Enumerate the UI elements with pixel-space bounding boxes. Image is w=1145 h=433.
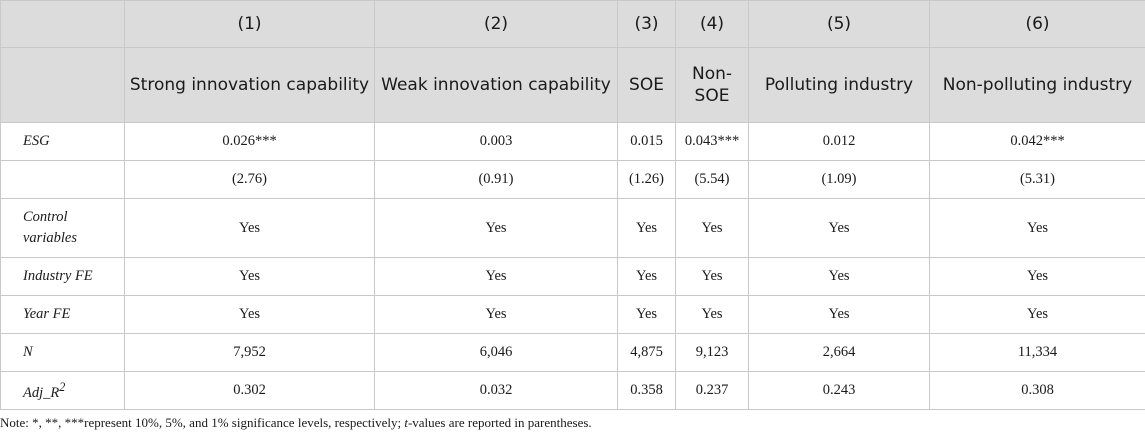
table-cell: 0.042*** — [929, 122, 1145, 161]
table-row-adj-r2: Adj_R2 0.302 0.032 0.358 0.237 0.243 0.3… — [0, 371, 1145, 410]
table-cell: Yes — [748, 198, 930, 258]
table-cell: (5.54) — [675, 160, 749, 199]
table-cell: (2.76) — [124, 160, 375, 199]
footnote-text-end: -values are reported in parentheses. — [407, 415, 592, 430]
footnote-text: Note: *, **, ***represent 10%, 5%, and 1… — [0, 415, 405, 430]
column-name-5: Polluting industry — [748, 47, 930, 123]
column-name-4: Non-SOE — [675, 47, 749, 123]
header-corner-cell — [0, 47, 125, 123]
header-row-numbers: (1) (2) (3) (4) (5) (6) — [0, 0, 1145, 48]
table-cell: 0.015 — [617, 122, 676, 161]
table-cell: Yes — [675, 257, 749, 296]
column-number-1: (1) — [124, 0, 375, 48]
column-number-4: (4) — [675, 0, 749, 48]
table-cell: 11,334 — [929, 333, 1145, 372]
adj-r2-label-superscript: 2 — [59, 380, 66, 395]
table-cell: 7,952 — [124, 333, 375, 372]
table-cell: 6,046 — [374, 333, 618, 372]
row-label-year-fe: Year FE — [0, 295, 125, 334]
column-name-3: SOE — [617, 47, 676, 123]
table-row-esg: ESG 0.026*** 0.003 0.015 0.043*** 0.012 … — [0, 122, 1145, 161]
table-cell: Yes — [617, 295, 676, 334]
table-cell: Yes — [748, 257, 930, 296]
table-row-year-fe: Year FE Yes Yes Yes Yes Yes Yes — [0, 295, 1145, 334]
table-cell: 0.237 — [675, 371, 749, 410]
table-cell: Yes — [124, 257, 375, 296]
row-label-adj-r2: Adj_R2 — [0, 371, 125, 410]
table-cell: 0.003 — [374, 122, 618, 161]
table-cell: Yes — [748, 295, 930, 334]
row-label-esg: ESG — [0, 122, 125, 161]
column-number-5: (5) — [748, 0, 930, 48]
row-label-industry-fe: Industry FE — [0, 257, 125, 296]
table-cell: Yes — [929, 295, 1145, 334]
table-cell: 0.302 — [124, 371, 375, 410]
table-row-n: N 7,952 6,046 4,875 9,123 2,664 11,334 — [0, 333, 1145, 372]
table-row-control-variables: Control variables Yes Yes Yes Yes Yes Ye… — [0, 198, 1145, 258]
table-cell: 0.243 — [748, 371, 930, 410]
table-cell: 9,123 — [675, 333, 749, 372]
column-number-3: (3) — [617, 0, 676, 48]
table-cell: 4,875 — [617, 333, 676, 372]
column-name-2: Weak innovation capability — [374, 47, 618, 123]
column-name-6: Non-polluting industry — [929, 47, 1145, 123]
column-number-6: (6) — [929, 0, 1145, 48]
table-footnote: Note: *, **, ***represent 10%, 5%, and 1… — [0, 415, 592, 431]
table-cell: Yes — [929, 257, 1145, 296]
header-corner-cell — [0, 0, 125, 48]
row-label-control-variables: Control variables — [0, 198, 125, 258]
table-cell: Yes — [929, 198, 1145, 258]
table-cell: Yes — [675, 198, 749, 258]
table-cell: Yes — [675, 295, 749, 334]
table-cell: Yes — [374, 198, 618, 258]
table-cell: Yes — [124, 295, 375, 334]
table-cell: Yes — [617, 257, 676, 296]
table-cell: 0.358 — [617, 371, 676, 410]
table-cell: Yes — [124, 198, 375, 258]
column-name-1: Strong innovation capability — [124, 47, 375, 123]
table-cell: 0.308 — [929, 371, 1145, 410]
table-cell: Yes — [617, 198, 676, 258]
regression-results-table: (1) (2) (3) (4) (5) (6) Strong innovatio… — [0, 0, 1145, 410]
table-cell: 0.043*** — [675, 122, 749, 161]
table-cell: Yes — [374, 295, 618, 334]
adj-r2-label-base: Adj_R — [23, 384, 60, 401]
column-number-2: (2) — [374, 0, 618, 48]
table-cell: 0.012 — [748, 122, 930, 161]
row-label-n: N — [0, 333, 125, 372]
table-cell: (1.26) — [617, 160, 676, 199]
table-row-industry-fe: Industry FE Yes Yes Yes Yes Yes Yes — [0, 257, 1145, 296]
table-cell: 0.026*** — [124, 122, 375, 161]
footnote-t-italic: t — [404, 415, 408, 430]
row-label-t-values — [0, 160, 125, 199]
table-cell: 0.032 — [374, 371, 618, 410]
table-cell: (1.09) — [748, 160, 930, 199]
table-cell: 2,664 — [748, 333, 930, 372]
table-cell: (0.91) — [374, 160, 618, 199]
table-cell: Yes — [374, 257, 618, 296]
header-row-names: Strong innovation capability Weak innova… — [0, 47, 1145, 123]
table-cell: (5.31) — [929, 160, 1145, 199]
table-row-t-values: (2.76) (0.91) (1.26) (5.54) (1.09) (5.31… — [0, 160, 1145, 199]
